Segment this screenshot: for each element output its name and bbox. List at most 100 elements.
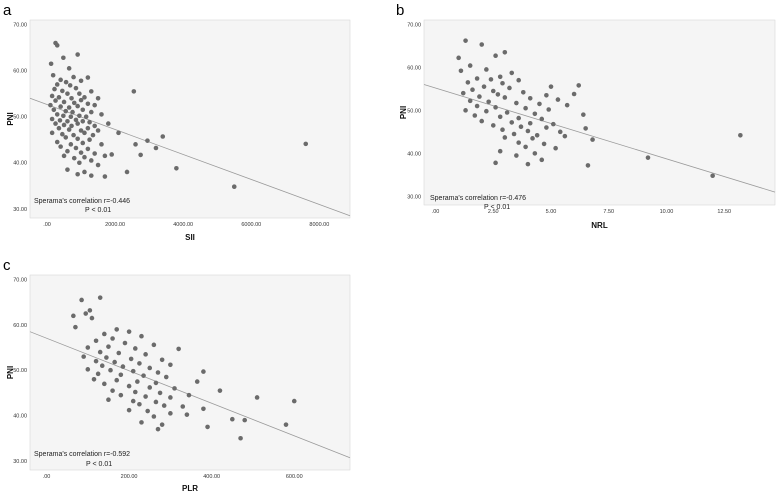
data-point bbox=[518, 124, 524, 129]
data-point bbox=[488, 77, 494, 82]
data-point bbox=[102, 381, 107, 387]
data-point bbox=[523, 144, 528, 150]
y-tick-label: 30.00 bbox=[407, 194, 421, 200]
data-point bbox=[151, 414, 157, 419]
data-point bbox=[52, 86, 57, 92]
data-point bbox=[105, 121, 111, 126]
data-point bbox=[130, 368, 136, 374]
data-point bbox=[155, 426, 161, 432]
data-point bbox=[54, 112, 60, 117]
p-value-label: P < 0.01 bbox=[484, 204, 510, 211]
data-point bbox=[82, 130, 87, 136]
data-point bbox=[217, 388, 223, 393]
data-point bbox=[516, 115, 521, 121]
data-point bbox=[82, 169, 87, 175]
data-point bbox=[73, 145, 79, 151]
data-point bbox=[534, 133, 540, 138]
data-point bbox=[463, 108, 468, 113]
data-point bbox=[104, 355, 109, 360]
data-point bbox=[504, 110, 510, 115]
data-point bbox=[460, 90, 466, 96]
data-point bbox=[85, 146, 91, 152]
data-point bbox=[118, 372, 124, 378]
y-tick-label: 40.00 bbox=[407, 151, 421, 157]
panel-letter: c bbox=[3, 257, 11, 274]
x-axis-label: SII bbox=[185, 233, 195, 242]
data-point bbox=[291, 398, 297, 404]
y-axis-label: PNI bbox=[6, 366, 15, 379]
data-point bbox=[472, 113, 478, 118]
data-point bbox=[555, 97, 561, 102]
data-point bbox=[89, 315, 95, 321]
data-point bbox=[78, 78, 84, 84]
data-point bbox=[85, 101, 91, 107]
data-point bbox=[553, 145, 558, 151]
data-point bbox=[133, 142, 138, 147]
x-tick-label: 8000.00 bbox=[309, 222, 329, 228]
data-point bbox=[65, 148, 70, 154]
data-point bbox=[71, 155, 77, 161]
data-point bbox=[128, 356, 134, 362]
data-point bbox=[456, 55, 461, 61]
data-point bbox=[530, 136, 535, 141]
y-tick-label: 70.00 bbox=[407, 22, 421, 28]
data-point bbox=[230, 416, 235, 422]
data-point bbox=[583, 126, 588, 131]
y-tick-label: 50.00 bbox=[13, 368, 27, 374]
data-point bbox=[590, 137, 595, 142]
data-point bbox=[131, 89, 137, 94]
data-point bbox=[78, 128, 84, 133]
data-point bbox=[283, 422, 289, 427]
data-point bbox=[78, 97, 84, 103]
data-point bbox=[548, 84, 554, 89]
data-point bbox=[479, 118, 485, 124]
data-point bbox=[93, 358, 99, 364]
data-point bbox=[500, 127, 505, 133]
data-point bbox=[77, 113, 82, 119]
data-point bbox=[85, 125, 91, 131]
data-point bbox=[238, 435, 243, 441]
data-point bbox=[141, 373, 146, 378]
data-point bbox=[58, 77, 63, 83]
data-point bbox=[571, 91, 577, 97]
data-point bbox=[106, 397, 111, 403]
data-point bbox=[79, 297, 84, 303]
data-point bbox=[527, 96, 533, 101]
data-point bbox=[109, 152, 115, 157]
x-tick-label: 12.50 bbox=[717, 209, 731, 215]
data-point bbox=[92, 123, 97, 129]
data-point bbox=[184, 412, 190, 417]
data-point bbox=[71, 132, 76, 138]
data-point bbox=[71, 313, 76, 319]
data-point bbox=[54, 139, 60, 145]
data-point bbox=[143, 394, 148, 399]
x-tick-label: 6000.00 bbox=[241, 222, 261, 228]
data-point bbox=[497, 74, 503, 80]
data-point bbox=[124, 169, 130, 175]
data-point bbox=[497, 148, 503, 154]
data-point bbox=[88, 173, 94, 178]
data-point bbox=[153, 380, 159, 386]
x-tick-label: 400.00 bbox=[203, 474, 220, 480]
chart-panel-c: c 30.00 40.00 50.00 60.00 70.00 .00 200.00 400.0… bbox=[3, 257, 351, 493]
data-point bbox=[132, 346, 138, 351]
data-point bbox=[562, 133, 568, 139]
data-point bbox=[63, 79, 69, 85]
plot-area bbox=[29, 19, 351, 219]
data-point bbox=[85, 367, 91, 372]
data-point bbox=[92, 102, 97, 108]
data-point bbox=[174, 165, 179, 171]
data-point bbox=[126, 383, 132, 389]
data-point bbox=[137, 361, 142, 366]
data-point bbox=[194, 379, 200, 384]
data-point bbox=[122, 340, 128, 346]
data-point bbox=[495, 92, 501, 97]
data-point bbox=[516, 77, 521, 83]
data-point bbox=[61, 99, 67, 105]
data-point bbox=[65, 91, 70, 96]
data-point bbox=[114, 377, 120, 383]
data-point bbox=[83, 114, 89, 119]
data-point bbox=[60, 131, 65, 137]
data-point bbox=[49, 93, 55, 99]
data-point bbox=[48, 102, 53, 108]
